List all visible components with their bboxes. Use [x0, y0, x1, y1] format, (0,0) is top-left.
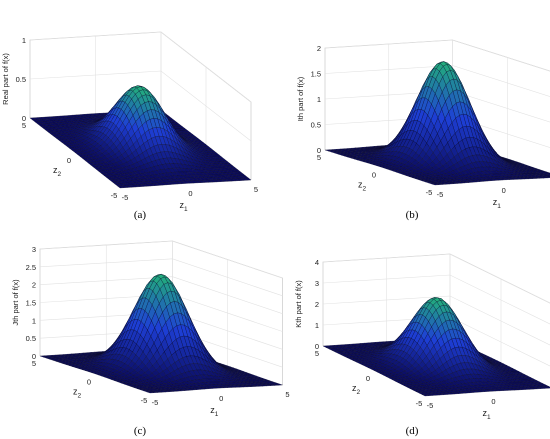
surface-mesh: [324, 61, 550, 186]
z-tick-label: 0: [315, 342, 319, 351]
caption-d: (d): [405, 425, 419, 437]
z2-tick-label: 5: [317, 153, 321, 162]
surface-mesh: [322, 297, 550, 397]
z-tick-label: 2: [315, 300, 319, 309]
z-tick-label: 4: [315, 258, 319, 267]
z-tick-label: 3: [315, 279, 319, 288]
z-tick-label: 0: [32, 352, 36, 361]
z2-tick-label: 0: [67, 156, 71, 165]
caption-b: (b): [405, 209, 419, 221]
z2-tick-label: 0: [87, 378, 91, 387]
surface-mesh: [39, 273, 283, 394]
z2-tick-label: -5: [426, 188, 433, 197]
z-axis-label: Ith part of f(x): [296, 76, 305, 121]
z1-tick-label: 0: [491, 397, 495, 406]
z2-tick-label: -5: [416, 399, 423, 408]
z1-axis-label: z1: [493, 197, 502, 210]
z2-tick-label: 5: [315, 349, 319, 358]
axes-box: [29, 31, 252, 180]
z-tick-label: 1: [317, 95, 321, 104]
axes-box: [322, 253, 550, 367]
z1-tick-label: 0: [219, 394, 223, 403]
z-tick-label: 0.5: [16, 75, 26, 84]
z2-tick-label: 0: [366, 374, 370, 383]
z-tick-label: 0: [22, 114, 26, 123]
z-tick-label: 3: [32, 245, 36, 254]
z1-axis-label: z1: [210, 405, 219, 418]
z-axis-label: Real part of f(x): [1, 53, 10, 105]
z-tick-label: 1: [22, 36, 26, 45]
z1-axis-label: z1: [483, 408, 492, 421]
z-axis-label: Kth part of f(x): [294, 280, 303, 328]
z2-tick-label: -5: [111, 191, 118, 200]
z1-tick-label: 0: [502, 186, 506, 195]
z-tick-label: 0: [317, 146, 321, 155]
z2-tick-label: 5: [32, 359, 36, 368]
z2-tick-label: -5: [141, 396, 148, 405]
z2-axis-label: z2: [73, 387, 82, 400]
z2-tick-label: 5: [22, 121, 26, 130]
z1-tick-label: 5: [285, 390, 289, 399]
z-tick-label: 0.5: [26, 334, 36, 343]
z-tick-label: 2.5: [26, 263, 36, 272]
z-tick-label: 2: [317, 44, 321, 53]
z-tick-label: 1: [32, 316, 36, 325]
caption-c: (c): [133, 425, 147, 437]
z2-axis-label: z2: [352, 383, 361, 396]
z1-tick-label: -5: [152, 398, 159, 407]
z1-tick-label: -5: [427, 401, 434, 410]
z1-tick-label: -5: [122, 193, 129, 202]
z-tick-label: 0.5: [311, 121, 321, 130]
z2-axis-label: z2: [53, 165, 62, 178]
z-tick-label: 1.5: [311, 70, 321, 79]
z1-tick-label: 5: [254, 185, 258, 194]
z-axis-label: Jth part of f(x): [11, 279, 20, 326]
caption-a: (a): [133, 209, 147, 221]
z-tick-label: 2: [32, 281, 36, 290]
z-tick-label: 1.5: [26, 299, 36, 308]
z-tick-label: 1: [315, 321, 319, 330]
z1-tick-label: 0: [188, 189, 192, 198]
z2-axis-label: z2: [358, 180, 367, 193]
surface-mesh: [29, 85, 252, 189]
z2-tick-label: 0: [372, 171, 376, 180]
z1-tick-label: -5: [437, 190, 444, 199]
z1-axis-label: z1: [180, 200, 189, 213]
